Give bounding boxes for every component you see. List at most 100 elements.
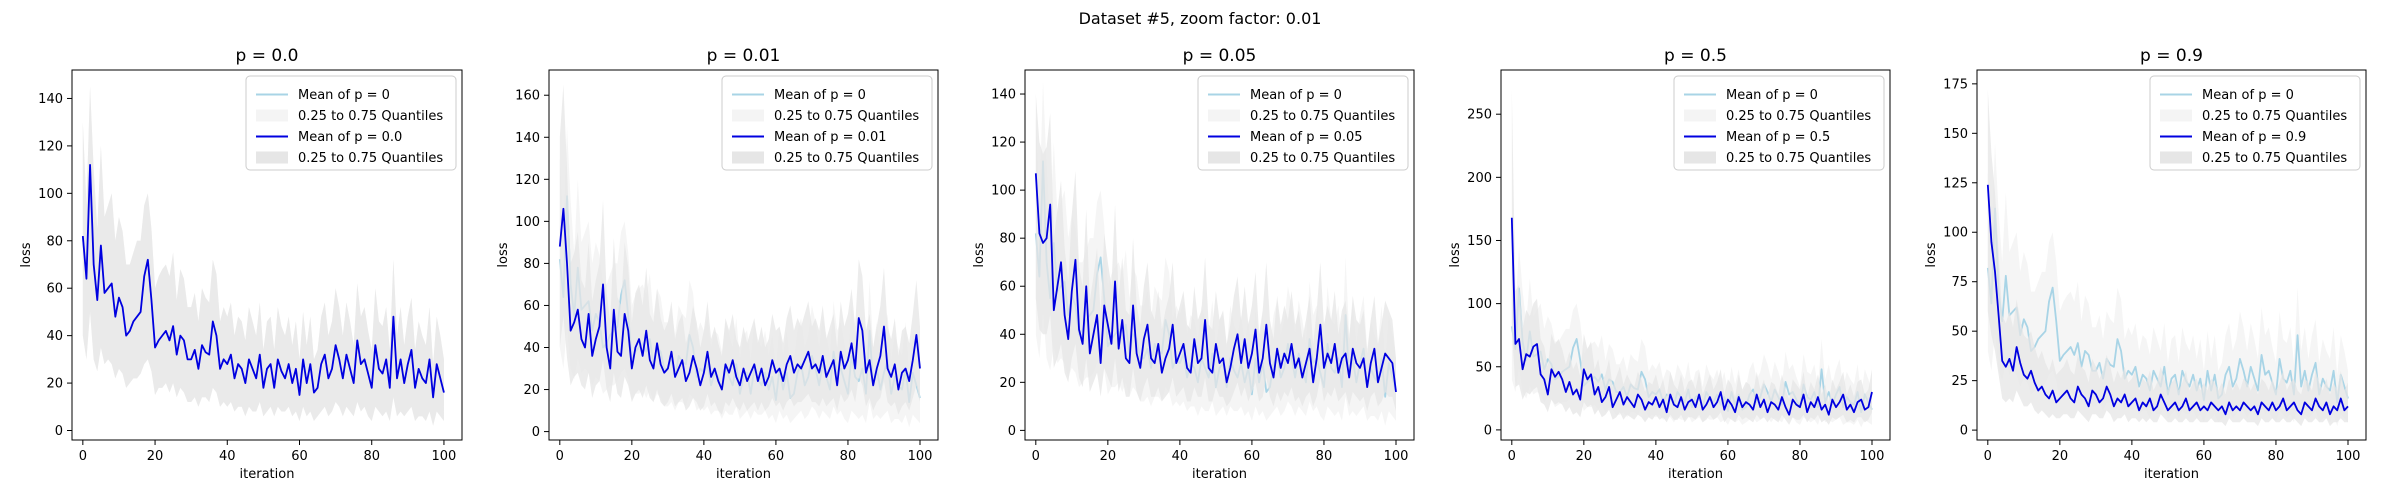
- x-tick-label: 80: [1316, 449, 1333, 464]
- y-tick-label: 80: [46, 234, 63, 249]
- legend-label: 0.25 to 0.75 Quantiles: [1726, 109, 1871, 124]
- x-tick-label: 80: [840, 449, 857, 464]
- y-tick-label: 0: [1008, 424, 1016, 439]
- y-tick-label: 100: [38, 187, 63, 202]
- legend-swatch: [1208, 109, 1240, 122]
- x-tick-label: 20: [1576, 449, 1593, 464]
- legend-label: Mean of p = 0: [2202, 88, 2294, 103]
- y-tick-label: 60: [523, 299, 540, 314]
- x-tick-label: 20: [1100, 449, 1117, 464]
- x-tick-label: 100: [1384, 449, 1409, 464]
- y-tick-label: 0: [55, 424, 63, 439]
- y-tick-label: 200: [1467, 171, 1492, 186]
- y-axis-label: loss: [972, 242, 987, 267]
- y-tick-label: 175: [1943, 77, 1968, 92]
- chart-panel-2: 0 20 40 60 80 100 0 20 40 60 80 100 120 140 p = 0.05 it…: [972, 46, 1415, 482]
- axes-frame: [1024, 69, 1415, 441]
- y-tick-label: 160: [515, 89, 540, 104]
- plot-area: [1034, 82, 1397, 426]
- legend: Mean of p = 0 0.25 to 0.75 Quantiles Mean …: [245, 75, 457, 171]
- legend-label: Mean of p = 0.05: [1250, 130, 1363, 145]
- legend-box: [1197, 75, 1409, 171]
- legend-label: 0.25 to 0.75 Quantiles: [1726, 151, 1871, 166]
- mean-line: [1510, 217, 1873, 416]
- y-tick-label: 60: [46, 282, 63, 297]
- quantile-band: [1035, 94, 1396, 412]
- y-tick-label: 75: [1951, 275, 1968, 290]
- legend-label: Mean of p = 0: [298, 88, 390, 103]
- plot-area: [1986, 89, 2349, 427]
- legend-label: Mean of p = 0.01: [774, 130, 887, 145]
- legend: Mean of p = 0 0.25 to 0.75 Quantiles Mean …: [1197, 75, 1409, 171]
- x-tick-label: 40: [1172, 449, 1189, 464]
- x-axis-label: iteration: [716, 467, 771, 482]
- legend-label: 0.25 to 0.75 Quantiles: [1250, 151, 1395, 166]
- x-axis-label: iteration: [2144, 467, 2199, 482]
- panel-title: p = 0.9: [2140, 46, 2203, 66]
- mean-line: [558, 207, 921, 391]
- panel-title: p = 0.05: [1183, 46, 1257, 66]
- legend-label: Mean of p = 0.9: [2202, 130, 2306, 145]
- legend: Mean of p = 0 0.25 to 0.75 Quantiles Mean …: [721, 75, 933, 171]
- legend-label: 0.25 to 0.75 Quantiles: [2202, 151, 2347, 166]
- legend-label: Mean of p = 0: [1726, 88, 1818, 103]
- x-tick-label: 80: [363, 449, 380, 464]
- y-tick-label: 250: [1467, 108, 1492, 123]
- legend-label: Mean of p = 0.5: [1726, 130, 1830, 145]
- plot-area: [558, 84, 921, 428]
- y-tick-label: 100: [991, 184, 1016, 199]
- chart-panel-0: 0 20 40 60 80 100 0 20 40 60 80 100 120 140 p = 0.0 ite…: [19, 46, 463, 482]
- y-tick-label: 140: [515, 131, 540, 146]
- x-tick-label: 100: [1860, 449, 1885, 464]
- axes-frame: [71, 69, 463, 441]
- quantile-band: [82, 86, 444, 426]
- x-tick-label: 80: [2268, 449, 2285, 464]
- x-tick-label: 20: [624, 449, 641, 464]
- x-tick-label: 80: [1792, 449, 1809, 464]
- y-axis-label: loss: [19, 242, 34, 267]
- y-tick-label: 25: [1951, 374, 1968, 389]
- legend-swatch: [732, 109, 764, 122]
- axes-frame: [1976, 69, 2367, 441]
- y-tick-label: 120: [991, 136, 1016, 151]
- x-tick-label: 60: [291, 449, 308, 464]
- y-tick-label: 140: [991, 88, 1016, 103]
- panel-title: p = 0.01: [707, 46, 781, 66]
- x-tick-label: 40: [1648, 449, 1665, 464]
- y-tick-label: 100: [515, 215, 540, 230]
- x-tick-label: 0: [1032, 449, 1040, 464]
- mean-line: [1034, 173, 1397, 393]
- y-tick-label: 80: [999, 232, 1016, 247]
- legend-label: Mean of p = 0: [774, 88, 866, 103]
- plot-area: [1510, 88, 1873, 428]
- y-tick-label: 0: [532, 425, 540, 440]
- x-axis-label: iteration: [1668, 467, 1723, 482]
- legend-swatch: [1684, 151, 1716, 164]
- legend-swatch: [256, 109, 288, 122]
- y-tick-label: 40: [46, 329, 63, 344]
- y-axis-label: loss: [1924, 242, 1939, 267]
- legend-label: 0.25 to 0.75 Quantiles: [298, 151, 443, 166]
- legend-label: Mean of p = 0: [1250, 88, 1342, 103]
- chart-panel-1: 0 20 40 60 80 100 0 20 40 60 80 100 120 140 160 p = 0.0…: [496, 46, 939, 482]
- y-tick-label: 50: [1475, 360, 1492, 375]
- y-tick-label: 60: [999, 280, 1016, 295]
- y-tick-label: 0: [1484, 423, 1492, 438]
- legend-label: 0.25 to 0.75 Quantiles: [2202, 109, 2347, 124]
- y-tick-label: 20: [999, 376, 1016, 391]
- legend: Mean of p = 0 0.25 to 0.75 Quantiles Mean …: [2149, 75, 2361, 171]
- y-tick-label: 50: [1951, 325, 1968, 340]
- legend-swatch: [2160, 151, 2192, 164]
- plot-area: [81, 86, 445, 426]
- legend-swatch: [256, 151, 288, 164]
- y-axis-label: loss: [1448, 242, 1463, 267]
- figure-suptitle: Dataset #5, zoom factor: 0.01: [1079, 9, 1322, 28]
- panel-title: p = 0.5: [1664, 46, 1727, 66]
- chart-panel-4: 0 20 40 60 80 100 0 25 50 75 100 125 150 175 p = 0.9 it…: [1924, 46, 2367, 482]
- legend-box: [721, 75, 933, 171]
- x-tick-label: 0: [1508, 449, 1516, 464]
- x-tick-label: 60: [1720, 449, 1737, 464]
- y-tick-label: 120: [38, 139, 63, 154]
- y-tick-label: 140: [38, 92, 63, 107]
